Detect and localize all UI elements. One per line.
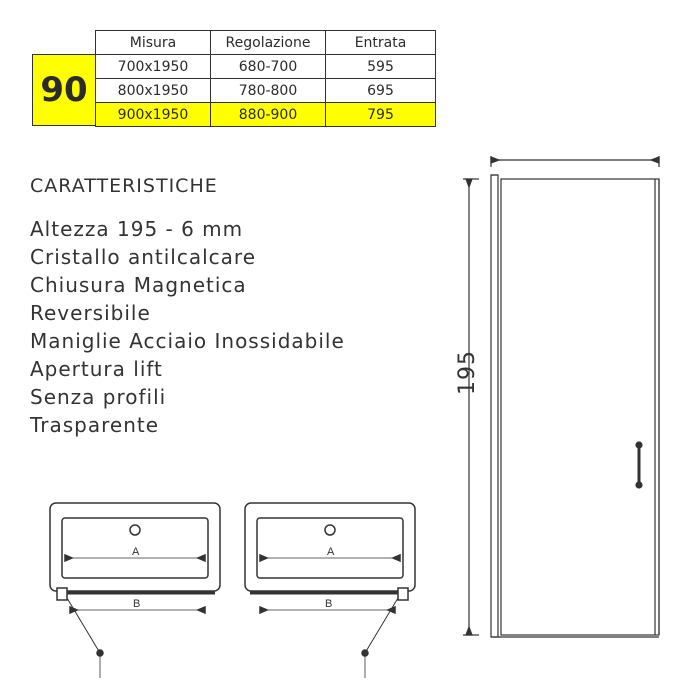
feature-item: Chiusura Magnetica	[30, 271, 345, 299]
feature-item: Maniglie Acciaio Inossidabile	[30, 327, 345, 355]
section-title: CARATTERISTICHE	[30, 175, 218, 197]
cell: 695	[326, 79, 436, 103]
size-badge-value: 90	[40, 70, 87, 110]
svg-text:B: B	[325, 598, 332, 610]
feature-item: Apertura lift	[30, 355, 345, 383]
col-header-entrata: Entrata	[326, 31, 436, 55]
plan-diagram-left: A B	[45, 498, 225, 687]
table-row: 700x1950 680-700 595	[96, 55, 436, 79]
feature-item: Trasparente	[30, 411, 345, 439]
spec-table: Misura Regolazione Entrata 700x1950 680-…	[95, 30, 436, 127]
features-list: Altezza 195 - 6 mm Cristallo antilcalcar…	[30, 215, 345, 439]
plan-svg-left: A B	[45, 498, 225, 683]
door-svg	[455, 155, 675, 645]
svg-text:A: A	[327, 546, 335, 558]
door-height-label: 195	[455, 350, 480, 395]
cell: 595	[326, 55, 436, 79]
table-row-highlight: 900x1950 880-900 795	[96, 103, 436, 127]
door-elevation-diagram	[455, 155, 675, 645]
col-header-misura: Misura	[96, 31, 211, 55]
cell: 800x1950	[96, 79, 211, 103]
cell: 700x1950	[96, 55, 211, 79]
spec-table-header-row: Misura Regolazione Entrata	[96, 31, 436, 55]
cell: 780-800	[211, 79, 326, 103]
svg-text:A: A	[132, 546, 140, 558]
feature-item: Senza profili	[30, 383, 345, 411]
plan-svg-right: A B	[240, 498, 420, 683]
cell: 900x1950	[96, 103, 211, 127]
size-badge: 90	[32, 54, 95, 126]
feature-item: Cristallo antilcalcare	[30, 243, 345, 271]
plan-diagram-right: A B	[240, 498, 420, 687]
cell: 880-900	[211, 103, 326, 127]
svg-text:B: B	[133, 598, 140, 610]
table-row: 800x1950 780-800 695	[96, 79, 436, 103]
feature-item: Reversibile	[30, 299, 345, 327]
cell: 680-700	[211, 55, 326, 79]
feature-item: Altezza 195 - 6 mm	[30, 215, 345, 243]
cell: 795	[326, 103, 436, 127]
col-header-regolazione: Regolazione	[211, 31, 326, 55]
